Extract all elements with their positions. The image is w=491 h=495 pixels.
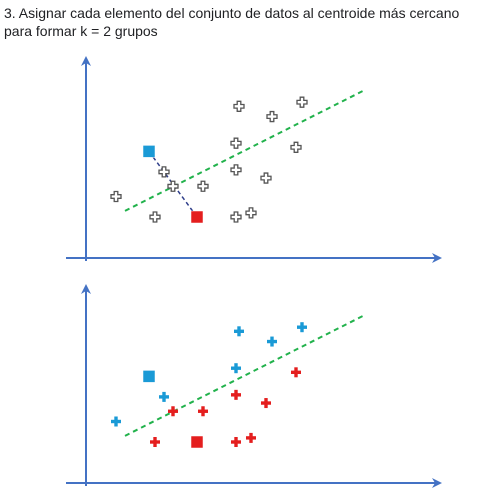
bottom-data-point-13-h: [246, 436, 256, 440]
top-data-point-6: [266, 110, 278, 123]
bottom-data-point-12-h: [231, 440, 241, 444]
top-data-point-13: [245, 207, 257, 219]
bottom-data-point-3-h: [267, 339, 277, 344]
bottom-data-point-7-h: [168, 409, 178, 413]
bottom-data-point-8-h: [198, 409, 208, 413]
bottom-centroid-blue: [142, 370, 156, 383]
top-data-point-9: [290, 141, 302, 153]
top-data-point-9-plus: [290, 141, 302, 153]
bottom-centroid-red: [190, 435, 204, 449]
scatter-plot-distances-svg: [66, 56, 442, 263]
top-data-point-12-plus: [230, 211, 242, 223]
scatter-plot-assigned: [0, 278, 491, 495]
top-data-point-1: [149, 211, 161, 223]
top-data-point-8: [230, 137, 242, 149]
top-data-point-8-plus: [230, 137, 242, 149]
top-data-point-13-plus: [245, 207, 257, 219]
bottom-data-point-12: [231, 437, 241, 447]
step-heading: 3. Asignar cada elemento del conjunto de…: [4, 4, 488, 40]
top-data-point-5-plus: [233, 100, 245, 112]
top-data-point-10-plus: [230, 164, 242, 176]
bottom-data-point-4-h: [297, 325, 307, 329]
top-data-point-4-plus: [197, 180, 209, 192]
top-data-point-1-plus: [149, 211, 161, 223]
bottom-data-point-4: [297, 322, 307, 333]
bottom-data-point-2: [234, 326, 244, 337]
top-data-point-2: [158, 166, 170, 178]
scatter-plot-assigned-svg: [66, 284, 442, 488]
bottom-data-point-9-h: [291, 370, 301, 374]
bottom-data-point-10: [231, 389, 241, 400]
top-data-point-4: [197, 180, 209, 192]
top-data-point-0: [110, 190, 122, 203]
top-centroid-red: [190, 210, 204, 224]
bottom-data-point-9: [291, 367, 301, 378]
bottom-data-point-10-h: [231, 393, 241, 397]
top-centroid-blue: [142, 145, 156, 158]
bottom-data-point-0: [111, 416, 121, 427]
top-data-point-3: [167, 180, 179, 192]
top-data-point-12: [230, 211, 242, 223]
top-data-point-7-plus: [296, 96, 308, 108]
scatter-plot-distances: [0, 50, 491, 270]
bottom-data-point-8: [198, 406, 208, 417]
top-data-point-2-plus: [158, 166, 170, 178]
step-heading-line2: para formar k = 2 grupos: [4, 23, 158, 39]
bottom-boundary-line: [124, 314, 366, 437]
top-data-point-7: [296, 96, 308, 108]
top-data-point-11-plus: [260, 172, 272, 184]
bottom-data-point-5-h: [231, 366, 241, 370]
bottom-data-point-1-h: [159, 395, 169, 399]
bottom-data-point-1: [159, 391, 169, 402]
step-heading-line1: 3. Asignar cada elemento del conjunto de…: [4, 5, 460, 21]
top-data-point-3-plus: [167, 180, 179, 192]
bottom-data-point-11: [261, 398, 271, 409]
bottom-data-point-6: [150, 437, 160, 447]
top-data-point-0-plus: [110, 190, 122, 203]
bottom-data-point-13: [246, 432, 256, 443]
bottom-data-point-2-h: [234, 329, 244, 333]
bottom-data-point-6-h: [150, 440, 160, 444]
top-boundary-line: [124, 89, 366, 212]
top-data-point-6-plus: [266, 110, 278, 123]
top-data-point-5: [233, 100, 245, 112]
bottom-data-point-3: [267, 336, 277, 347]
top-data-point-11: [260, 172, 272, 184]
bottom-data-point-11-h: [261, 401, 271, 405]
bottom-data-point-5: [231, 363, 241, 374]
top-data-point-10: [230, 164, 242, 176]
bottom-data-point-7: [168, 406, 178, 417]
bottom-data-point-0-h: [111, 419, 121, 424]
